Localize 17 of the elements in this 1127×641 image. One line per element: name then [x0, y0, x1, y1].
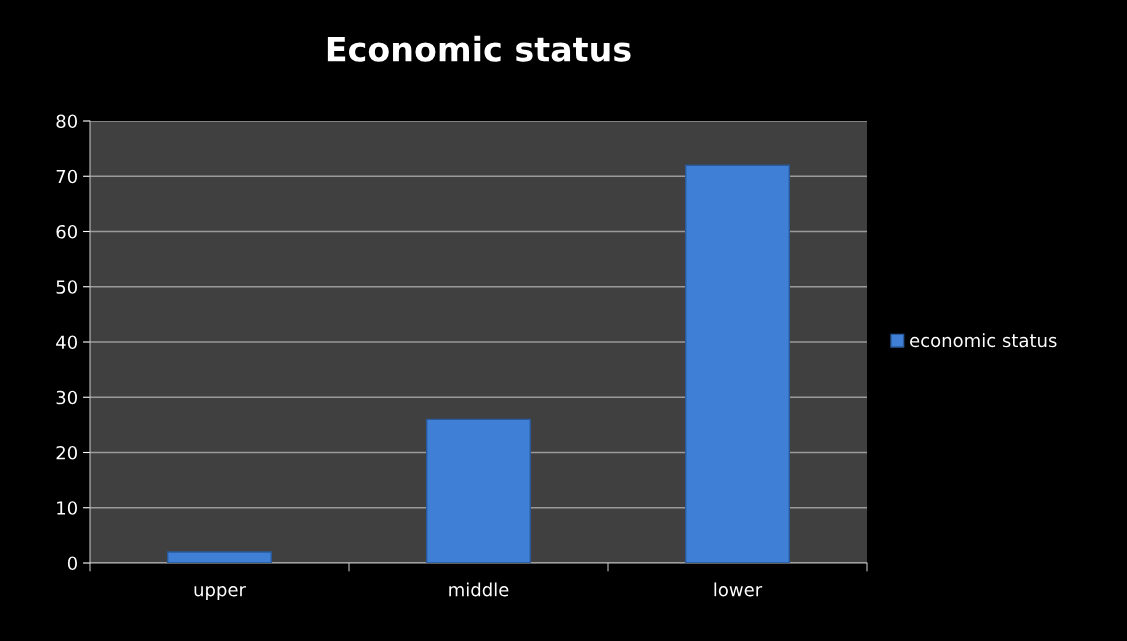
x-tick-label: middle: [449, 582, 509, 597]
legend-label: economic status: [910, 333, 1057, 348]
x-tick-label: lower: [714, 582, 763, 597]
y-tick-label: 50: [56, 280, 77, 294]
chart-title: Economic status: [327, 35, 631, 62]
y-tick-label: 20: [56, 445, 77, 460]
bar: [426, 418, 531, 563]
y-tick-label: 30: [56, 390, 77, 405]
y-tick-label: 60: [56, 224, 77, 239]
y-tick-label: 70: [56, 169, 77, 184]
y-tick-label: 40: [56, 335, 77, 350]
y-tick-label: 80: [56, 114, 77, 129]
bar: [685, 164, 790, 563]
y-tick-label: 10: [57, 501, 77, 515]
x-tick-label: upper: [194, 586, 246, 600]
y-tick-label: 0: [67, 556, 77, 571]
bar: [167, 551, 272, 563]
